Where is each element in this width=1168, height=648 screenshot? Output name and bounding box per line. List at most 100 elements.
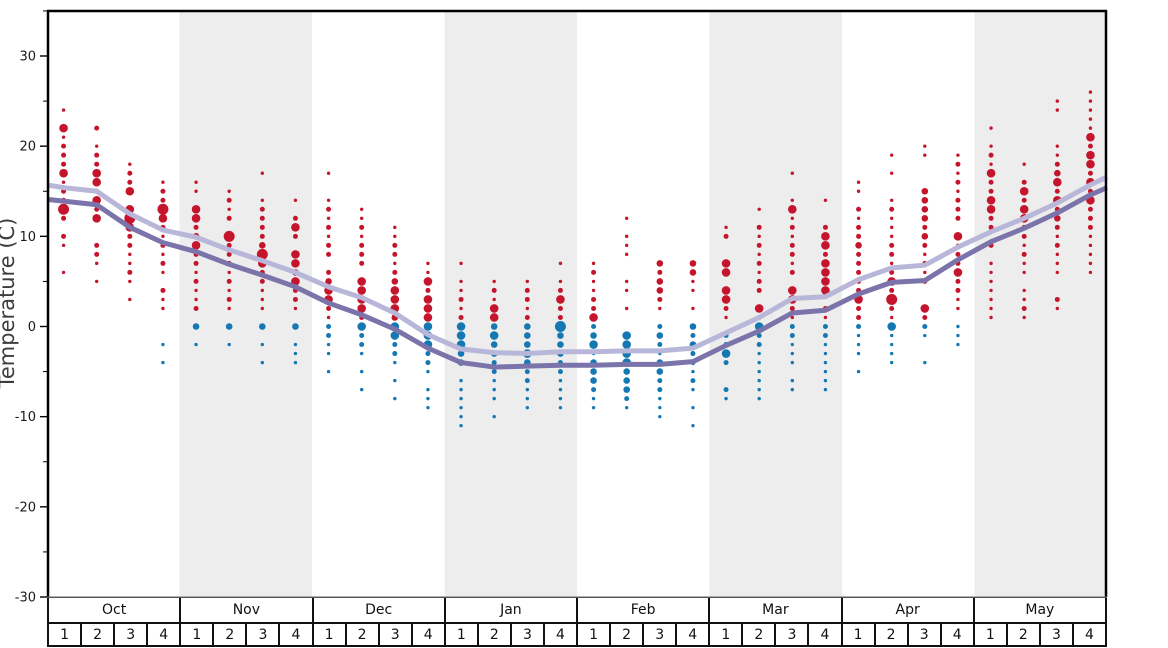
cold-temp-dot bbox=[459, 378, 463, 383]
warm-temp-dot bbox=[790, 216, 795, 220]
warm-temp-dot bbox=[1054, 242, 1060, 248]
warm-temp-dot bbox=[160, 260, 166, 266]
warm-temp-dot bbox=[128, 252, 132, 257]
cold-temp-dot bbox=[426, 369, 430, 374]
warm-temp-dot bbox=[392, 242, 398, 248]
warm-temp-dot bbox=[1053, 177, 1062, 187]
cold-temp-dot bbox=[923, 360, 927, 365]
cold-temp-dot bbox=[459, 423, 463, 428]
warm-temp-dot bbox=[392, 269, 398, 275]
warm-temp-dot bbox=[128, 162, 132, 166]
warm-temp-dot bbox=[921, 196, 929, 204]
warm-temp-dot bbox=[259, 224, 265, 230]
warm-temp-dot bbox=[227, 270, 231, 275]
warm-temp-dot bbox=[128, 261, 132, 266]
cold-temp-dot bbox=[557, 332, 564, 339]
warm-temp-dot bbox=[259, 206, 265, 212]
cold-temp-dot bbox=[524, 369, 530, 375]
warm-temp-dot bbox=[326, 171, 331, 175]
warm-temp-dot bbox=[193, 224, 199, 230]
cold-temp-dot bbox=[326, 333, 332, 339]
warm-temp-dot bbox=[889, 287, 895, 293]
cold-temp-dot bbox=[591, 387, 597, 393]
warm-temp-dot bbox=[326, 315, 331, 320]
warm-temp-dot bbox=[856, 189, 861, 193]
cold-temp-dot bbox=[558, 387, 563, 392]
warm-temp-dot bbox=[161, 297, 165, 302]
month-cell: May bbox=[975, 598, 1107, 622]
cold-temp-dot bbox=[425, 351, 431, 357]
warm-temp-dot bbox=[1019, 204, 1029, 214]
warm-temp-dot bbox=[227, 189, 231, 193]
warm-temp-dot bbox=[821, 286, 830, 295]
cold-temp-dot bbox=[227, 342, 231, 347]
warm-temp-dot bbox=[557, 314, 563, 320]
warm-temp-dot bbox=[591, 279, 596, 284]
warm-temp-dot bbox=[889, 315, 894, 320]
cold-temp-dot bbox=[489, 331, 499, 340]
warm-temp-dot bbox=[359, 224, 365, 230]
warm-temp-dot bbox=[492, 279, 496, 284]
warm-temp-dot bbox=[689, 269, 697, 276]
week-cell: 3 bbox=[247, 624, 281, 645]
warm-temp-dot bbox=[61, 143, 67, 149]
warm-temp-dot bbox=[94, 261, 99, 266]
y-tick-label: 0 bbox=[28, 320, 36, 335]
warm-temp-dot bbox=[955, 197, 961, 203]
warm-temp-dot bbox=[691, 306, 695, 311]
cold-temp-dot bbox=[392, 351, 398, 357]
warm-temp-dot bbox=[1055, 270, 1060, 275]
warm-temp-dot bbox=[921, 205, 929, 213]
cold-temp-dot bbox=[724, 396, 728, 401]
week-cell: 2 bbox=[1008, 624, 1041, 645]
cold-temp-dot bbox=[856, 351, 861, 356]
week-cell: 1 bbox=[843, 624, 876, 645]
warm-temp-dot bbox=[1055, 99, 1060, 103]
cold-temp-dot bbox=[822, 324, 828, 329]
warm-temp-dot bbox=[955, 179, 961, 185]
cold-temp-dot bbox=[392, 342, 398, 348]
warm-temp-dot bbox=[61, 161, 67, 167]
month-cell: Jan bbox=[446, 598, 578, 622]
warm-temp-dot bbox=[94, 242, 100, 248]
warm-temp-dot bbox=[790, 234, 795, 239]
warm-temp-dot bbox=[889, 198, 894, 202]
cold-temp-dot bbox=[623, 377, 630, 384]
warm-temp-dot bbox=[556, 295, 565, 304]
warm-temp-dot bbox=[391, 278, 399, 285]
warm-temp-dot bbox=[691, 288, 695, 293]
warm-temp-dot bbox=[591, 261, 596, 266]
warm-temp-dot bbox=[525, 279, 530, 284]
cold-temp-dot bbox=[459, 387, 463, 392]
cold-temp-dot bbox=[390, 331, 400, 340]
warm-temp-dot bbox=[1086, 132, 1095, 142]
warm-temp-dot bbox=[161, 306, 165, 311]
warm-temp-dot bbox=[359, 234, 364, 239]
warm-temp-dot bbox=[956, 153, 960, 157]
warm-temp-dot bbox=[757, 252, 761, 257]
warm-temp-dot bbox=[359, 242, 365, 248]
warm-temp-dot bbox=[922, 242, 928, 248]
warm-temp-dot bbox=[1087, 143, 1093, 149]
cold-temp-dot bbox=[956, 333, 960, 338]
warm-temp-dot bbox=[624, 306, 629, 311]
warm-temp-dot bbox=[357, 304, 366, 313]
cold-temp-dot bbox=[889, 333, 894, 338]
warm-temp-dot bbox=[291, 250, 300, 259]
warm-temp-dot bbox=[61, 180, 66, 184]
cold-temp-dot bbox=[293, 342, 298, 347]
week-cell: 1 bbox=[49, 624, 83, 645]
cold-temp-dot bbox=[590, 377, 597, 384]
cold-temp-dot bbox=[293, 351, 298, 356]
warm-temp-dot bbox=[889, 216, 894, 220]
month-cell: Apr bbox=[843, 598, 975, 622]
warm-temp-dot bbox=[191, 241, 201, 250]
warm-temp-dot bbox=[989, 306, 993, 311]
week-cell: 4 bbox=[413, 624, 446, 645]
cold-temp-dot bbox=[790, 342, 795, 347]
cold-temp-dot bbox=[657, 324, 663, 329]
warm-temp-dot bbox=[953, 268, 963, 277]
warm-temp-dot bbox=[425, 287, 431, 293]
warm-temp-dot bbox=[227, 306, 231, 311]
warm-temp-dot bbox=[756, 287, 762, 293]
